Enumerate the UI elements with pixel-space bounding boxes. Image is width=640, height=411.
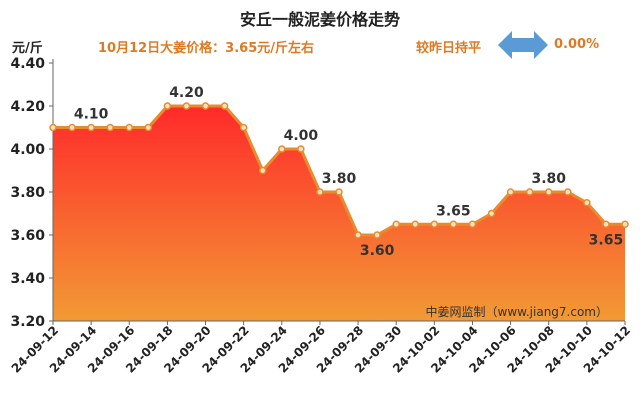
data-label: 3.80 [531,171,566,187]
data-label: 3.60 [360,243,395,259]
y-tick-label: 4.20 [10,99,45,115]
data-point [68,123,76,132]
data-point [506,188,515,196]
data-point [49,123,57,132]
data-point [525,188,534,196]
compare-percent: 0.00% [554,37,600,52]
data-label: 4.00 [284,128,319,144]
data-point [297,145,305,153]
data-point [106,123,114,132]
area-fill [53,106,625,321]
data-point [392,220,400,228]
data-point [430,220,439,228]
data-point [87,123,95,132]
y-tick-label: 3.60 [10,228,45,244]
data-label: 3.80 [322,171,357,187]
data-point [583,199,591,207]
y-tick-label: 3.80 [10,185,45,201]
chart-title: 安丘一般泥姜价格走势 [239,10,400,29]
data-point [621,220,629,228]
data-point [125,123,134,132]
price-note: 10月12日大姜价格：3.65元/斤左右 [98,41,315,56]
data-point [411,220,420,228]
data-label: 3.65 [589,232,624,248]
y-tick-label: 4.40 [10,56,45,72]
data-point [144,123,153,132]
compare-label: 较昨日持平 [416,41,482,56]
data-point [201,102,210,110]
data-point [373,231,381,239]
data-label: 4.20 [169,85,204,101]
data-point [335,188,343,196]
data-point [544,188,553,196]
data-point [239,123,248,132]
y-tick-label: 3.20 [10,314,45,330]
data-point [449,220,458,228]
watermark-text: 中姜网监制（www.jiang7.com） [426,304,608,319]
data-point [258,166,267,175]
left-right-arrow-icon [498,31,548,59]
data-label: 3.65 [436,203,471,219]
y-tick-label: 3.40 [10,271,45,287]
data-point [602,220,610,228]
y-axis-unit: 元/斤 [12,41,43,56]
data-point [163,102,172,110]
data-point [182,102,191,110]
data-point [564,188,572,196]
y-tick-label: 4.00 [10,142,45,158]
data-point [220,102,229,110]
data-point [354,231,362,239]
data-point [278,145,286,153]
data-point [468,220,477,228]
data-label: 4.10 [74,107,109,123]
data-point [487,209,496,218]
data-point [316,188,324,196]
